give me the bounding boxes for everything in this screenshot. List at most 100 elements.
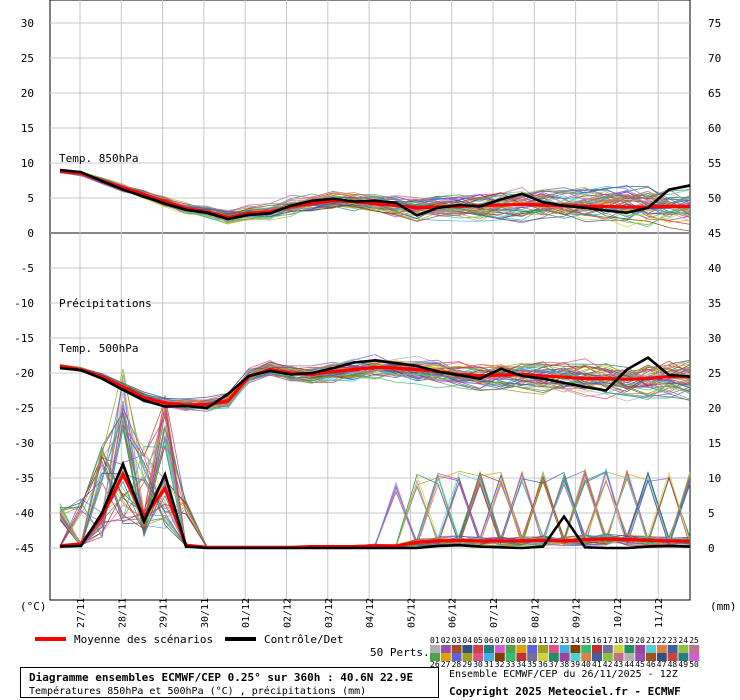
right-tick-label: 40 <box>708 262 721 275</box>
member-number-bottom: 47 <box>657 660 667 669</box>
member-number-bottom: 32 <box>495 660 505 669</box>
member-swatch <box>678 645 689 653</box>
member-swatch <box>656 645 667 653</box>
member-number-bottom: 46 <box>646 660 656 669</box>
member-number-top: 24 <box>678 636 688 645</box>
right-tick-label: 75 <box>708 17 721 30</box>
member-number-bottom: 41 <box>592 660 602 669</box>
member-number-top: 11 <box>538 636 548 645</box>
member-swatch <box>602 653 613 661</box>
control-series-line <box>59 168 691 221</box>
member-swatch <box>667 645 678 653</box>
member-number-bottom: 43 <box>614 660 624 669</box>
legend-perts-label: 50 Perts. <box>370 646 430 659</box>
member-number-top: 02 <box>441 636 451 645</box>
member-swatch <box>527 653 538 661</box>
right-tick-label: 20 <box>708 402 721 415</box>
member-number-top: 22 <box>657 636 667 645</box>
member-number-bottom: 37 <box>549 660 559 669</box>
member-number-bottom: 49 <box>678 660 688 669</box>
left-tick-label: 20 <box>21 87 34 100</box>
right-tick-label: 30 <box>708 332 721 345</box>
member-swatch <box>527 645 538 653</box>
member-number-bottom: 45 <box>635 660 645 669</box>
member-swatch <box>624 645 635 653</box>
member-number-bottom: 28 <box>452 660 462 669</box>
member-swatch <box>635 645 646 653</box>
run-info: Ensemble ECMWF/CEP du 26/11/2025 - 12Z <box>449 669 678 680</box>
right-tick-label: 55 <box>708 157 721 170</box>
member-swatch <box>678 653 689 661</box>
member-swatch <box>462 645 473 653</box>
right-tick-label: 60 <box>708 122 721 135</box>
title-box: Diagramme ensembles ECMWF/CEP 0.25° sur … <box>20 667 439 698</box>
member-swatch <box>548 645 559 653</box>
member-number-top: 06 <box>484 636 494 645</box>
x-tick-label: 07/12 <box>489 598 500 628</box>
left-tick-label: -25 <box>14 402 34 415</box>
left-tick-label: 30 <box>21 17 34 30</box>
x-tick-label: 29/11 <box>159 598 170 628</box>
x-tick-label: 09/12 <box>572 598 583 628</box>
member-number-bottom: 48 <box>668 660 678 669</box>
member-swatch <box>689 645 700 653</box>
member-swatch <box>592 645 602 653</box>
member-number-bottom: 50 <box>689 660 699 669</box>
member-swatch <box>613 653 624 661</box>
member-swatch <box>440 653 451 661</box>
member-number-top: 15 <box>581 636 591 645</box>
member-swatch <box>538 645 548 653</box>
member-number-bottom: 42 <box>603 660 613 669</box>
member-swatch <box>494 645 505 653</box>
left-tick-label: -30 <box>14 437 34 450</box>
member-number-bottom: 36 <box>538 660 548 669</box>
x-tick-label: 02/12 <box>283 598 294 628</box>
member-number-top: 23 <box>668 636 678 645</box>
member-number-bottom: 31 <box>484 660 494 669</box>
member-number-bottom: 39 <box>570 660 580 669</box>
left-tick-label: 0 <box>27 227 34 240</box>
member-number-top: 13 <box>560 636 570 645</box>
chart-title: Diagramme ensembles ECMWF/CEP 0.25° sur … <box>29 671 414 684</box>
member-swatch <box>430 653 440 661</box>
member-number-top: 01 <box>430 636 440 645</box>
member-swatch <box>559 653 570 661</box>
member-number-bottom: 44 <box>624 660 634 669</box>
left-tick-label: -20 <box>14 367 34 380</box>
member-color-legend: 01 26 02 27 03 28 04 29 05 30 06 31 07 32 08 33 09 34 10 35… <box>430 636 700 669</box>
member-swatch <box>667 653 678 661</box>
left-tick-label: -15 <box>14 332 34 345</box>
mean-series-line <box>59 364 691 407</box>
left-unit-label: (°C) <box>20 600 47 613</box>
left-tick-label: 10 <box>21 157 34 170</box>
member-swatch <box>538 653 548 661</box>
member-swatch <box>516 645 527 653</box>
member-swatch <box>484 645 494 653</box>
left-tick-label: -35 <box>14 472 34 485</box>
panel-label-precip: Précipitations <box>59 297 152 310</box>
member-swatch <box>505 645 516 653</box>
x-tick-label: 03/12 <box>324 598 335 628</box>
mean-series-line <box>59 169 690 220</box>
member-swatch <box>613 645 624 653</box>
member-swatch <box>451 645 462 653</box>
left-tick-label: 15 <box>21 122 34 135</box>
member-swatch <box>581 645 592 653</box>
x-tick-label: 10/12 <box>613 598 624 628</box>
right-tick-label: 45 <box>708 227 721 240</box>
main-series <box>59 168 691 550</box>
copyright: Copyright 2025 Meteociel.fr - ECMWF <box>449 685 681 698</box>
right-tick-label: 35 <box>708 297 721 310</box>
member-number-top: 19 <box>624 636 634 645</box>
x-tick-label: 04/12 <box>365 598 376 628</box>
member-number-top: 05 <box>473 636 483 645</box>
member-number-top: 20 <box>635 636 645 645</box>
mean-series-line <box>59 470 690 549</box>
right-tick-label: 25 <box>708 367 721 380</box>
x-tick-label: 30/11 <box>200 598 211 628</box>
member-line <box>59 170 691 228</box>
member-swatch <box>559 645 570 653</box>
x-tick-label: 01/12 <box>241 598 252 628</box>
x-tick-label: 08/12 <box>530 598 541 628</box>
member-swatch <box>689 653 700 661</box>
